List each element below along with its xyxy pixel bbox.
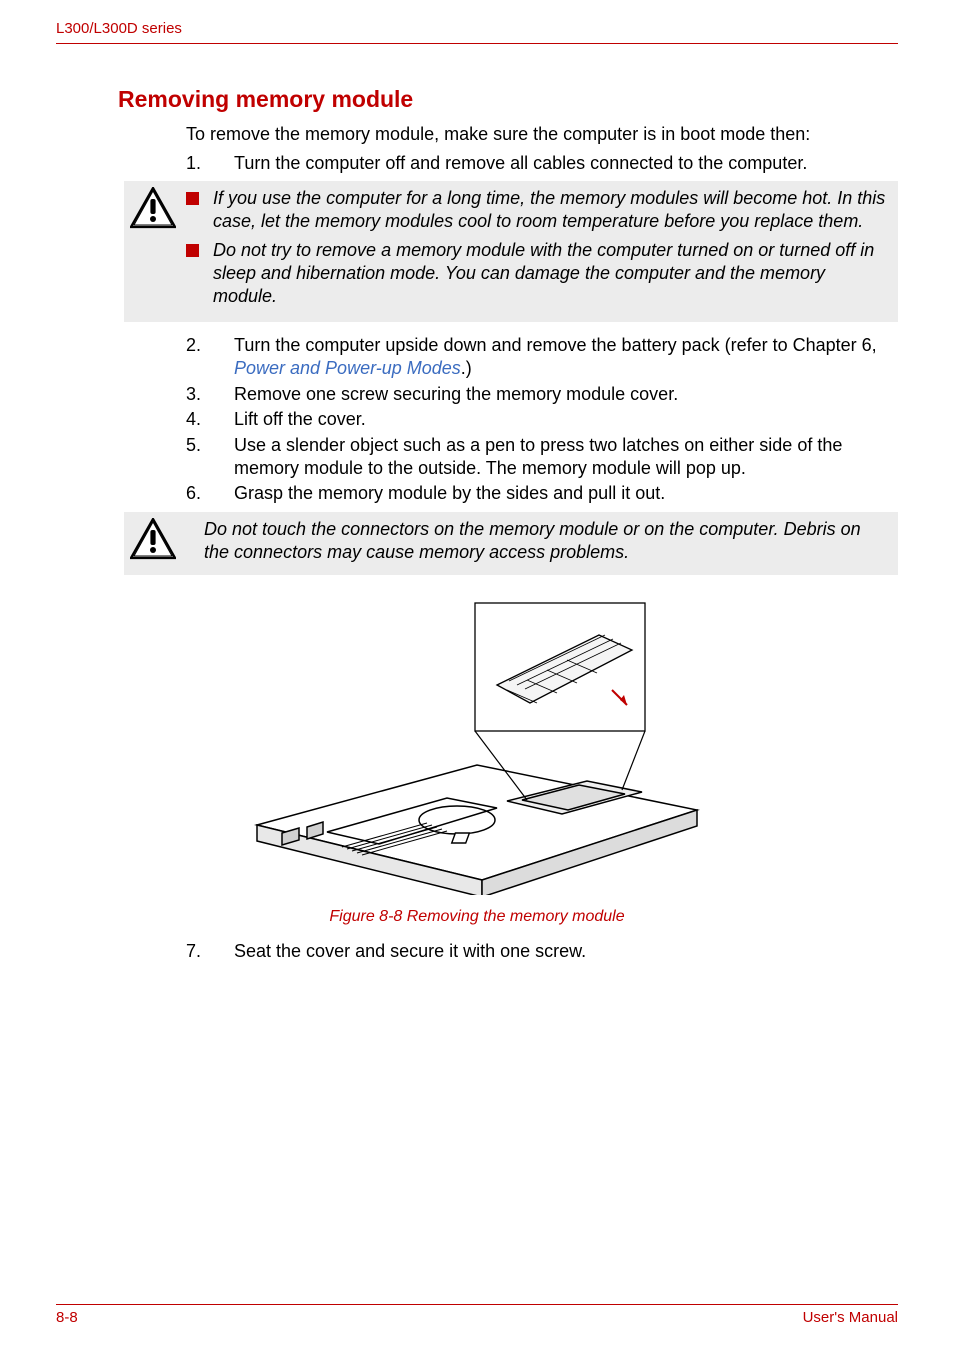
step-number: 7. xyxy=(186,940,234,963)
list-item: 2. Turn the computer upside down and rem… xyxy=(186,334,898,381)
figure-container: Figure 8-8 Removing the memory module xyxy=(56,595,898,926)
step-text: Lift off the cover. xyxy=(234,408,898,431)
warning-icon-column xyxy=(130,518,186,565)
step-text-post: .) xyxy=(461,358,472,378)
footer-label: User's Manual xyxy=(803,1309,898,1326)
bullet-text: Do not try to remove a memory module wit… xyxy=(213,239,890,308)
step-text-pre: Turn the computer upside down and remove… xyxy=(234,335,877,355)
list-item: 7. Seat the cover and secure it with one… xyxy=(186,940,898,963)
list-item: 6. Grasp the memory module by the sides … xyxy=(186,482,898,505)
step-list-1: 1. Turn the computer off and remove all … xyxy=(186,152,898,175)
step-text: Use a slender object such as a pen to pr… xyxy=(234,434,898,481)
step-text: Turn the computer off and remove all cab… xyxy=(234,152,898,175)
step-list-3: 7. Seat the cover and secure it with one… xyxy=(186,940,898,963)
warning-icon xyxy=(130,187,176,229)
step-number: 6. xyxy=(186,482,234,505)
bullet-item: If you use the computer for a long time,… xyxy=(186,187,890,233)
intro-text: To remove the memory module, make sure t… xyxy=(186,123,898,146)
page: L300/L300D series Removing memory module… xyxy=(0,0,954,1352)
warning-callout-2: Do not touch the connectors on the memor… xyxy=(124,512,898,575)
memory-module-figure xyxy=(227,595,727,900)
warning-callout-1: If you use the computer for a long time,… xyxy=(124,181,898,322)
step-list-2: 2. Turn the computer upside down and rem… xyxy=(186,334,898,506)
step-text: Turn the computer upside down and remove… xyxy=(234,334,898,381)
list-item: 4. Lift off the cover. xyxy=(186,408,898,431)
bullet-text: If you use the computer for a long time,… xyxy=(213,187,890,233)
step-number: 3. xyxy=(186,383,234,406)
list-item: 3. Remove one screw securing the memory … xyxy=(186,383,898,406)
warning-icon-column xyxy=(130,187,186,314)
page-header: L300/L300D series xyxy=(56,20,898,44)
step-text: Seat the cover and secure it with one sc… xyxy=(234,940,898,963)
figure-caption: Figure 8-8 Removing the memory module xyxy=(56,908,898,926)
page-number: 8-8 xyxy=(56,1309,78,1326)
list-item: 1. Turn the computer off and remove all … xyxy=(186,152,898,175)
bullet-square-icon xyxy=(186,192,199,205)
warning-icon xyxy=(130,518,176,560)
step-number: 4. xyxy=(186,408,234,431)
power-modes-link[interactable]: Power and Power-up Modes xyxy=(234,358,461,378)
step-number: 5. xyxy=(186,434,234,481)
step-text: Grasp the memory module by the sides and… xyxy=(234,482,898,505)
step-text: Remove one screw securing the memory mod… xyxy=(234,383,898,406)
page-footer: 8-8 User's Manual xyxy=(56,1304,898,1326)
section-title: Removing memory module xyxy=(118,86,898,113)
laptop-diagram-icon xyxy=(227,595,727,895)
bullet-square-icon xyxy=(186,244,199,257)
header-title: L300/L300D series xyxy=(56,20,182,37)
warning-bullets: If you use the computer for a long time,… xyxy=(186,187,890,314)
step-number: 1. xyxy=(186,152,234,175)
step-number: 2. xyxy=(186,334,234,381)
list-item: 5. Use a slender object such as a pen to… xyxy=(186,434,898,481)
warning-text: Do not touch the connectors on the memor… xyxy=(186,518,890,565)
bullet-item: Do not try to remove a memory module wit… xyxy=(186,239,890,308)
